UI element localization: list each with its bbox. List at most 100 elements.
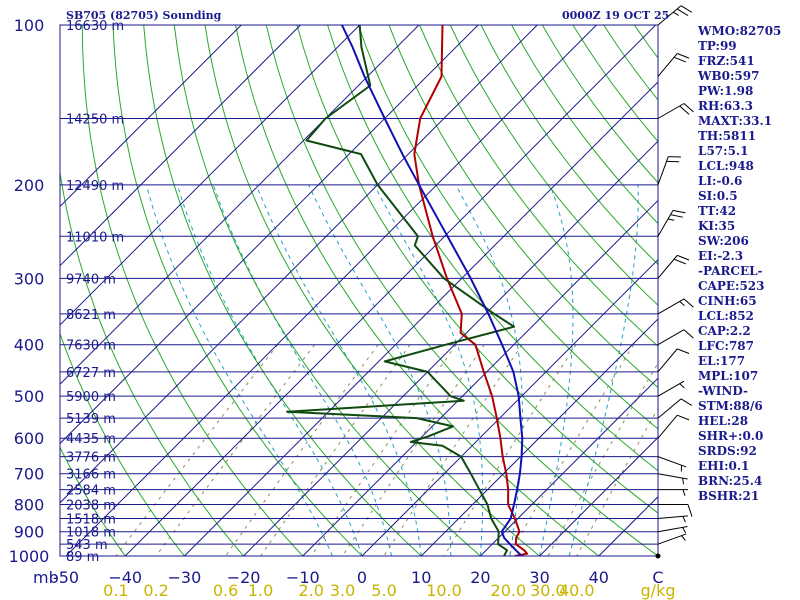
mixing-ratio-line (225, 344, 379, 556)
height-label: 2038 m (66, 499, 116, 514)
isotherm-line (539, 436, 658, 556)
moist-adiabat (145, 184, 333, 556)
pressure-tick-label: 100 (14, 16, 45, 35)
index-item: CAPE:523 (698, 279, 765, 293)
wind-calm-mark (655, 553, 661, 559)
isotherm-line (420, 318, 658, 556)
temperature-tick-label: −40 (108, 568, 142, 587)
wind-barb (657, 473, 688, 485)
temperature-tick-label: 30 (529, 568, 549, 587)
isotherm-line (60, 25, 538, 504)
mixing-ratio-label: 0.2 (143, 581, 168, 600)
wind-barb-flag (676, 8, 689, 16)
height-label: 9740 m (66, 272, 116, 287)
indices-panel: WMO:82705 TP:99 FRZ:541 WB0:597 PW:1.98 RH:63… (698, 24, 781, 504)
height-label: 7630 m (66, 339, 116, 354)
index-item: LCL:852 (698, 309, 754, 323)
index-item: HEL:28 (698, 414, 749, 428)
mixing-ratio-label: 10.0 (426, 581, 462, 600)
mixing-ratio-unit-label: g/kg (641, 581, 676, 600)
wind-barb (657, 414, 690, 439)
pressure-tick-label: 400 (14, 336, 45, 355)
height-label: 8621 m (66, 308, 116, 323)
wind-barb-staff (657, 414, 678, 439)
height-label: 3776 m (66, 451, 116, 466)
index-item: SRDS:92 (698, 444, 757, 458)
pressure-tick-label: 600 (14, 429, 45, 448)
moist-adiabat (373, 184, 484, 556)
index-item: TH:5811 (698, 129, 757, 143)
mixing-ratio-label: 0.6 (213, 581, 238, 600)
mixing-ratio-line (443, 344, 577, 556)
mixing-ratio-line (155, 344, 315, 556)
pressure-tick-label: 800 (14, 496, 45, 515)
height-label: 2584 m (66, 484, 116, 499)
wind-barb-staff (657, 329, 685, 346)
index-item: TP:99 (698, 39, 737, 53)
moist-adiabat (568, 184, 639, 556)
wind-barb-flag (683, 329, 694, 339)
wind-barb-flag (683, 103, 694, 113)
height-label: 11010 m (66, 230, 124, 245)
height-label: 1018 m (66, 526, 116, 541)
temperature-tick-label: −20 (227, 568, 261, 587)
index-item: LFC:787 (698, 339, 754, 353)
index-item: RH:63.3 (698, 99, 753, 113)
pressure-tick-label: 500 (14, 387, 45, 406)
temperature-unit-label: C (652, 568, 663, 587)
wind-barb (657, 348, 690, 373)
temperature-tick-label: 0 (357, 568, 367, 587)
isotherm-line (361, 258, 658, 556)
height-label: 14250 m (66, 113, 124, 128)
temperature-tick-label: −10 (286, 568, 320, 587)
isotherm-line (243, 140, 658, 556)
temperature-line (413, 25, 529, 556)
isotherm-line (184, 81, 658, 556)
wind-barb-half-flag (679, 301, 685, 306)
index-item: LCL:948 (698, 159, 754, 173)
mixing-ratio-label: 1.0 (248, 581, 273, 600)
index-item: FRZ:541 (698, 54, 755, 68)
dry-adiabats (60, 25, 658, 556)
moist-adiabats (145, 184, 639, 556)
index-item: KI:35 (698, 219, 736, 233)
moist-adiabat (455, 184, 523, 556)
index-item: CAP:2.2 (698, 324, 751, 338)
wind-barbs (655, 5, 694, 559)
isotherm-line (124, 25, 657, 556)
parcel-line (340, 25, 524, 556)
wind-barb (657, 156, 681, 186)
profile-lines (286, 25, 529, 556)
index-item: -WIND- (698, 384, 748, 398)
plot-frame (59, 24, 659, 557)
wind-barb (657, 398, 693, 419)
wind-barb-flag (683, 298, 694, 308)
wind-barb-flag (677, 414, 690, 421)
index-item: MPL:107 (698, 369, 759, 383)
wind-barb (658, 489, 688, 496)
wind-barb (657, 526, 688, 534)
wind-barb-flag (673, 56, 687, 63)
mixing-ratio-label: 0.1 (103, 581, 128, 600)
moist-adiabat (539, 184, 574, 556)
temperature-tick-label: 10 (411, 568, 431, 587)
mixing-ratio-label: 20.0 (491, 581, 527, 600)
isotherm-line (65, 25, 597, 556)
height-label: 16630 m (66, 19, 124, 34)
wind-barb (655, 553, 661, 559)
mixing-ratio-label: 40.0 (559, 581, 595, 600)
isotherm-line (60, 25, 479, 445)
wind-barb-staff (657, 398, 682, 419)
wind-barb (657, 254, 690, 279)
index-item: STM:88/6 (698, 399, 763, 413)
dewpoint-line (286, 25, 516, 556)
height-label: 543 m (66, 538, 108, 553)
pressure-tick-label: 300 (14, 269, 45, 288)
wind-barb-flag (677, 348, 690, 354)
pressure-tick-label: 200 (14, 176, 45, 195)
mixing-ratio-line (115, 344, 279, 556)
wind-barb-flag (673, 258, 687, 265)
index-item: WB0:597 (698, 69, 760, 83)
wind-barb-half-flag (682, 516, 686, 523)
